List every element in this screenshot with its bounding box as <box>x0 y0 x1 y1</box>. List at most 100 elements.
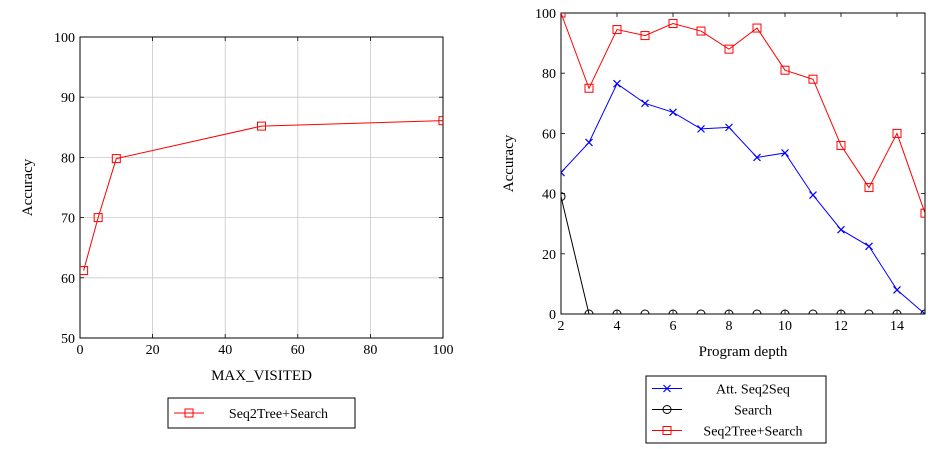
data-point-att-seq2seq <box>865 242 873 251</box>
series-seq2tree-search <box>561 13 925 218</box>
legend-label: Seq2Tree+Search <box>229 407 328 422</box>
data-point-search <box>864 309 874 314</box>
data-point-seq2tree-search <box>780 65 790 75</box>
legend: Att. Seq2Seq Search Seq2Tree+Search <box>645 375 827 444</box>
legend-marker <box>662 405 672 414</box>
legend: Seq2Tree+Search <box>167 397 356 429</box>
series-line-seq2tree-search <box>561 13 925 214</box>
chart-left-max-visited: 0 20 40 60 80 100 50 60 70 80 90 100 MAX_VISITED Accu… <box>20 31 454 429</box>
y-tick-label: 20 <box>542 248 556 263</box>
data-point-seq2tree-search <box>752 23 762 33</box>
data-point-search <box>640 309 650 314</box>
data-point-seq2tree-search <box>836 140 846 150</box>
y-tick-label: 100 <box>535 7 556 22</box>
legend-marker <box>184 408 194 418</box>
x-tick-label: 20 <box>146 343 160 358</box>
plot-area <box>80 116 443 276</box>
y-axis-label: Accuracy <box>20 158 36 216</box>
y-tick-label: 0 <box>549 308 556 323</box>
data-point-seq2tree-search <box>612 25 622 35</box>
series-line-seq2tree-search <box>83 120 443 271</box>
data-point-seq2tree-search <box>111 154 121 164</box>
data-point-seq2tree-search <box>724 44 734 54</box>
data-point-search <box>724 309 734 314</box>
legend-item-seq2tree-search: Seq2Tree+Search <box>652 425 803 440</box>
data-point-seq2tree-search <box>640 31 650 41</box>
x-axis-label: MAX_VISITED <box>211 368 312 384</box>
series-att-seq2seq <box>561 79 925 314</box>
series-line-search <box>561 196 925 314</box>
legend-item-att-seq2seq: Att. Seq2Seq <box>652 383 790 398</box>
x-tick-label: 40 <box>218 343 232 358</box>
data-point-seq2tree-search <box>668 19 678 29</box>
data-point-att-seq2seq <box>809 191 817 200</box>
data-point-seq2tree-search <box>584 83 594 93</box>
plot-area <box>561 13 925 314</box>
y-tick-label: 70 <box>61 212 75 227</box>
data-point-seq2tree-search <box>696 26 706 36</box>
plot-frame <box>560 12 926 315</box>
data-point-att-seq2seq <box>697 124 705 133</box>
x-tick-label: 10 <box>778 319 792 334</box>
data-point-seq2tree-search <box>920 208 925 218</box>
data-point-att-seq2seq <box>585 138 593 147</box>
series-seq2tree-search <box>80 116 443 276</box>
data-point-search <box>584 309 594 314</box>
data-point-att-seq2seq <box>893 285 901 294</box>
legend-label: Search <box>734 404 772 419</box>
x-axis-label: Program depth <box>699 344 788 360</box>
data-point-att-seq2seq <box>725 123 733 132</box>
x-tick-label: 2 <box>558 319 565 334</box>
y-tick-label: 60 <box>61 272 75 287</box>
data-point-att-seq2seq <box>781 149 789 157</box>
y-tick-label: 60 <box>542 127 556 142</box>
data-point-search <box>696 309 706 314</box>
data-point-search <box>780 309 790 314</box>
data-point-seq2tree-search <box>80 266 89 276</box>
data-point-seq2tree-search <box>438 116 443 126</box>
data-point-att-seq2seq <box>753 153 761 162</box>
y-tick-label: 100 <box>54 31 75 46</box>
x-tick-label: 0 <box>77 343 84 358</box>
data-point-seq2tree-search <box>93 213 103 223</box>
y-tick-label: 90 <box>61 91 75 106</box>
data-point-search <box>752 309 762 314</box>
x-tick-label: 60 <box>291 343 305 358</box>
x-tick-label: 12 <box>834 319 848 334</box>
legend-label: Att. Seq2Seq <box>716 383 790 398</box>
data-point-search <box>612 309 622 314</box>
y-tick-label: 40 <box>542 188 556 203</box>
y-axis-label: Accuracy <box>501 134 517 192</box>
data-point-search <box>892 309 902 314</box>
x-tick-label: 100 <box>433 343 454 358</box>
legend-label: Seq2Tree+Search <box>703 425 802 440</box>
data-point-seq2tree-search <box>808 74 818 84</box>
data-point-att-seq2seq <box>641 99 649 108</box>
legend-marker <box>662 426 672 435</box>
data-point-att-seq2seq <box>561 168 565 177</box>
data-point-att-seq2seq <box>837 225 845 234</box>
chart-right-program-depth: 2 4 6 8 10 12 14 0 20 40 60 80 100 Program depth Accur… <box>501 7 926 444</box>
data-point-att-seq2seq <box>921 310 925 314</box>
x-tick-label: 14 <box>890 319 904 334</box>
data-point-search <box>808 309 818 314</box>
data-point-seq2tree-search <box>864 183 874 193</box>
x-tick-label: 6 <box>670 319 677 334</box>
x-tick-label: 4 <box>614 319 621 334</box>
legend-item-search: Search <box>652 404 772 419</box>
data-point-search <box>836 309 846 314</box>
plot-frame <box>79 36 444 339</box>
data-point-att-seq2seq <box>613 79 621 88</box>
data-point-seq2tree-search <box>257 121 266 131</box>
y-tick-label: 80 <box>61 151 75 166</box>
y-tick-label: 50 <box>61 332 75 347</box>
x-tick-label: 80 <box>363 343 377 358</box>
series-line-att-seq2seq <box>561 82 925 314</box>
data-point-att-seq2seq <box>669 108 677 117</box>
data-point-search <box>668 309 678 314</box>
legend-item-seq2tree-search: Seq2Tree+Search <box>174 407 328 422</box>
data-point-search <box>561 192 566 202</box>
series-search <box>561 192 925 314</box>
x-tick-label: 8 <box>726 319 733 334</box>
